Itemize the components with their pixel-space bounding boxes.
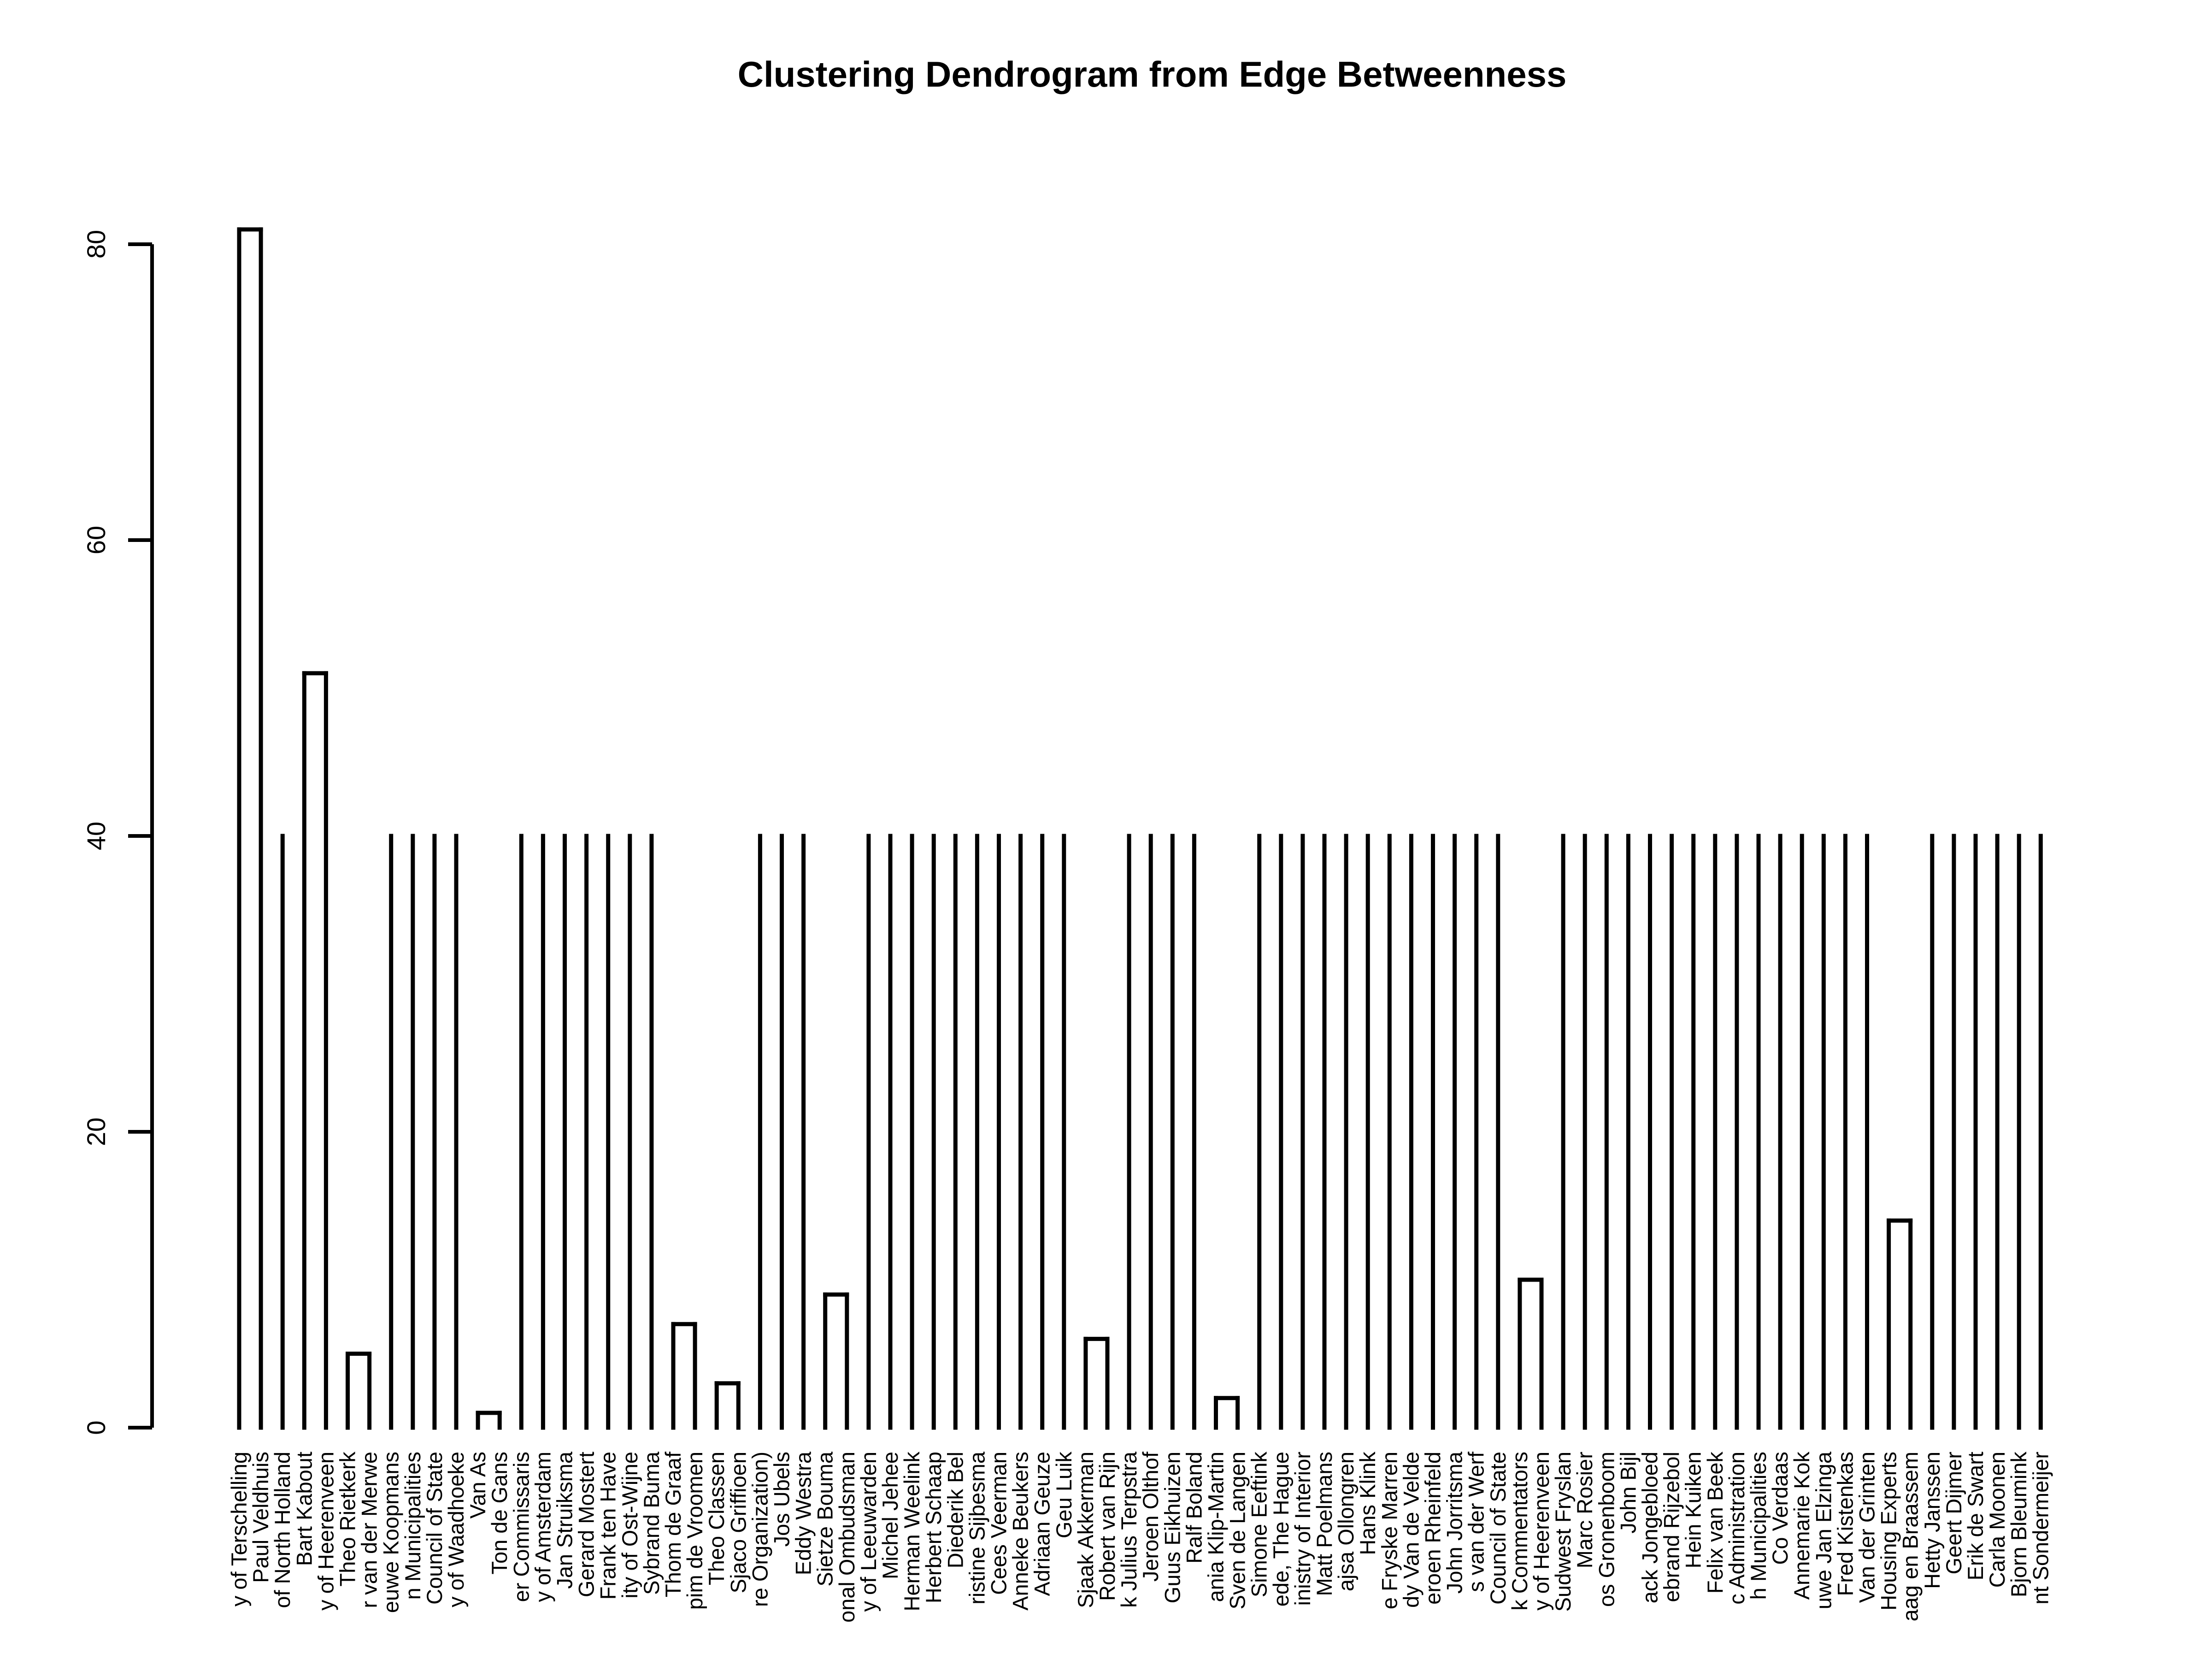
leaf-label: dy Van de Velde xyxy=(1399,1452,1423,1608)
leaf-label: Thom de Graaf xyxy=(661,1451,685,1597)
chart-title: Clustering Dendrogram from Edge Betweenn… xyxy=(738,54,1567,94)
leaf-label: r van der Merwe xyxy=(357,1452,382,1608)
leaf-label: of North Holland xyxy=(270,1452,294,1608)
y-axis: 0 20 40 60 80 xyxy=(82,230,154,1435)
leaf-label: Jeroen Olthof xyxy=(1138,1451,1163,1582)
leaf-label: y of Heerenveen xyxy=(313,1452,338,1611)
leaf-label: Ton de Gans xyxy=(487,1452,512,1575)
leaf-label: Geert Dijmer xyxy=(1941,1452,1966,1574)
leaf-label: s van der Werf xyxy=(1464,1451,1488,1592)
leaf-label: Guus Eikhuizen xyxy=(1160,1452,1184,1603)
leaf-label: Housing Experts xyxy=(1877,1452,1901,1611)
leaf-label: euwe Koopmans xyxy=(379,1452,403,1613)
leaf-label: er Commissaris xyxy=(509,1452,533,1602)
leaf-label: Sybrand Buma xyxy=(639,1451,664,1595)
leaf-label: Sudwest Fryslan xyxy=(1551,1452,1575,1612)
leaf-label: y of Leeuwarden xyxy=(856,1452,881,1612)
leaf-label: Marc Rosier xyxy=(1572,1452,1597,1568)
leaf-label: Gerard Mostert xyxy=(574,1452,599,1597)
leaf-label: Jan Struiksma xyxy=(553,1451,577,1589)
leaf-label: k Julius Terpstra xyxy=(1117,1451,1141,1608)
leaf-label: c Administration xyxy=(1724,1452,1749,1605)
leaf-label: Carla Moonen xyxy=(1985,1452,2009,1588)
leaf-label: inistry of Interior xyxy=(1290,1452,1315,1606)
leaf-label: Hetty Janssen xyxy=(1920,1452,1944,1589)
leaf-label: Frank ten Have xyxy=(596,1452,620,1600)
leaf-label: Diederik Bel xyxy=(943,1452,967,1568)
leaf-label: Annemarie Kok xyxy=(1789,1452,1814,1600)
leaf-label: ajsa Ollongren xyxy=(1334,1452,1358,1591)
leaf-label: ebrand Rijzebol xyxy=(1659,1452,1684,1602)
y-tick-label: 60 xyxy=(82,526,111,554)
leaf-label: e Fryske Marren xyxy=(1377,1452,1401,1609)
leaf-label: Robert van Rijn xyxy=(1095,1452,1119,1601)
leaf-label: ity of Ost-Wijne xyxy=(618,1452,642,1599)
leaf-label: Theo Rietkerk xyxy=(335,1452,360,1587)
leaf-label: Michel Jehee xyxy=(878,1452,902,1579)
leaf-label: Council of State xyxy=(1486,1452,1510,1605)
leaf-label: Herbert Schaap xyxy=(921,1452,946,1603)
leaf-label: uwe Jan Elzinga xyxy=(1811,1451,1835,1609)
leaf-label: pim de Vroomen xyxy=(682,1452,707,1610)
leaf-label: y of Heerenveen xyxy=(1529,1452,1553,1611)
y-tick-label: 0 xyxy=(82,1420,111,1435)
leaf-label: ack Jongebloed xyxy=(1638,1452,1662,1603)
leaf-label: Jos Ubels xyxy=(770,1452,794,1547)
leaf-label: Van der Grinten xyxy=(1855,1452,1879,1603)
leaf-label: Hein Kuiken xyxy=(1681,1452,1706,1568)
leaf-label: Erik de Swart xyxy=(1963,1452,1988,1580)
leaf-label: Ralf Boland xyxy=(1182,1452,1206,1564)
leaf-label: Bart Kabout xyxy=(292,1452,316,1566)
leaf-label: eroen Rheinfeld xyxy=(1421,1452,1445,1605)
leaf-label: Van As xyxy=(465,1452,490,1518)
leaf-label: Sven de Langen xyxy=(1225,1452,1250,1609)
y-tick-label: 20 xyxy=(82,1118,111,1146)
leaf-label: os Gronenboom xyxy=(1594,1452,1618,1607)
leaf-label: Fred Kistenkas xyxy=(1833,1452,1857,1596)
leaf-label: John Jorritsma xyxy=(1442,1451,1467,1594)
leaf-label: h Municipalities xyxy=(1746,1452,1771,1600)
leaf-label: John Bijl xyxy=(1616,1452,1640,1534)
leaf-label: y of Terschelling xyxy=(227,1452,251,1606)
leaf-label: Sietze Bouma xyxy=(813,1451,837,1586)
leaf-label: ristine Sijbesma xyxy=(965,1451,989,1605)
leaf-label: Geu Luik xyxy=(1052,1452,1076,1539)
leaf-label: Adriaan Geuze xyxy=(1030,1452,1054,1596)
leaf-label: Sjaak Akkerman xyxy=(1073,1452,1098,1608)
leaf-label: Bjorn Bleumink xyxy=(2006,1452,2031,1598)
leaf-label: n Municipalities xyxy=(400,1452,425,1600)
leaf-label: k Commentators xyxy=(1507,1452,1532,1611)
y-tick-label: 40 xyxy=(82,822,111,850)
leaf-label: Co Verdaas xyxy=(1768,1452,1792,1565)
leaf-label: Hans Klink xyxy=(1355,1452,1380,1555)
leaf-label: Eddy Westra xyxy=(791,1451,816,1575)
leaf-label: Simone Eeftink xyxy=(1247,1452,1271,1598)
leaf-label: y of Amsterdam xyxy=(530,1452,555,1602)
leaf-label: Anneke Beukers xyxy=(1008,1452,1033,1611)
leaf-label: Cees Veerman xyxy=(987,1452,1011,1595)
leaf-label: re Organization) xyxy=(747,1452,772,1607)
dendrogram-branches xyxy=(237,227,2043,1430)
leaf-label: Matt Poelmans xyxy=(1312,1452,1336,1596)
leaf-label: ania Klip-Martin xyxy=(1204,1452,1228,1602)
leaf-label: Sjaco Griffioen xyxy=(726,1452,750,1593)
leaf-label: Paul Veldhuis xyxy=(248,1452,273,1583)
leaf-label: Council of State xyxy=(422,1452,447,1605)
leaf-label: nt Sondermeijer xyxy=(2028,1452,2053,1605)
leaf-label: onal Ombudsman xyxy=(835,1452,859,1623)
leaf-label: Herman Weelink xyxy=(900,1452,924,1612)
y-tick-label: 80 xyxy=(82,230,111,259)
leaf-label: Felix van Beek xyxy=(1703,1452,1727,1594)
leaf-label: y of Waadhoeke xyxy=(444,1452,468,1607)
leaf-label: Theo Classen xyxy=(704,1452,729,1585)
leaf-label: aag en Braassem xyxy=(1898,1452,1923,1621)
leaf-label: ede, The Hague xyxy=(1269,1452,1293,1606)
